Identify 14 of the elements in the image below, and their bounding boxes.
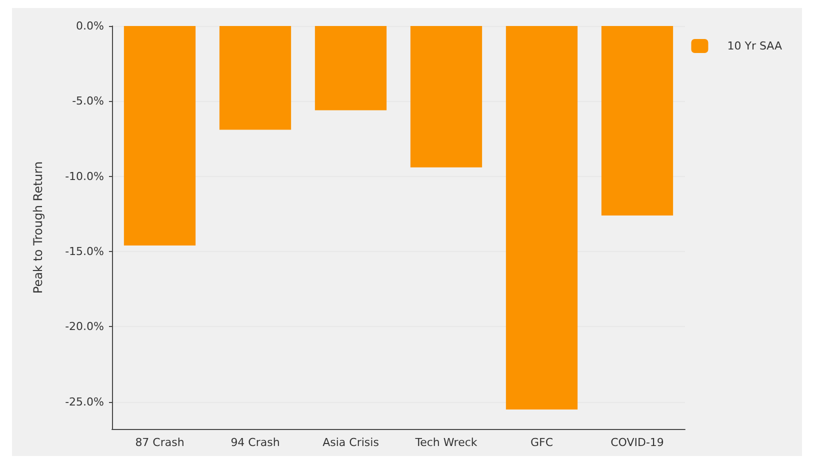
- y-tick-label: -15.0%: [65, 245, 104, 258]
- x-tick-label: COVID-19: [610, 436, 664, 449]
- y-tick-label: -25.0%: [65, 395, 104, 408]
- x-tick-label: Tech Wreck: [414, 436, 478, 449]
- x-tick-label: 94 Crash: [230, 436, 280, 449]
- x-tick-label: GFC: [530, 436, 554, 449]
- y-tick-label: -5.0%: [72, 94, 104, 108]
- y-tick-label: -10.0%: [65, 170, 104, 183]
- x-tick-label: 87 Crash: [135, 436, 184, 449]
- legend-label: 10 Yr SAA: [727, 40, 782, 52]
- y-tick-label: 0.0%: [76, 20, 104, 32]
- y-axis-title: Peak to Trough Return: [31, 161, 45, 294]
- y-tick-label: -20.0%: [65, 320, 104, 334]
- x-tick-label: Asia Crisis: [322, 436, 380, 449]
